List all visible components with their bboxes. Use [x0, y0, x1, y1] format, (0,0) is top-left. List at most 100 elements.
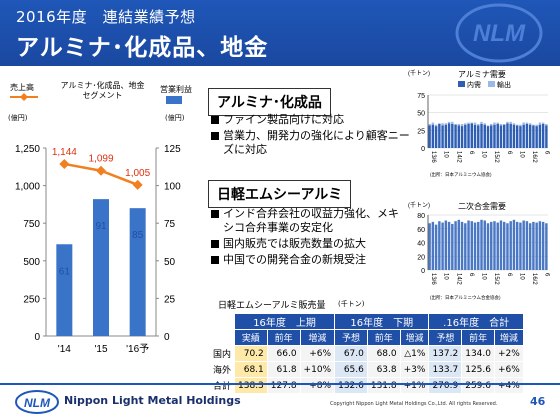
demand-bar [438, 123, 441, 124]
sales-volume-table: 16年度 上期 16年度 下期 .16年度 合計 実績 前年 増減 予想 前年 … [209, 313, 524, 394]
demand-bar [441, 222, 444, 270]
profit-data-label: 85 [132, 230, 144, 241]
alumina-section-heading: アルミナ･化成品 [208, 88, 331, 116]
table-cell: 134.0 [461, 345, 495, 362]
y-tick-label: 50 [417, 111, 425, 118]
demand-bar [522, 124, 525, 148]
demand-bar [493, 124, 496, 148]
demand-bar [519, 222, 522, 270]
left-tick-label: 250 [23, 294, 40, 305]
demand-bar [499, 123, 503, 126]
demand-bar [528, 123, 532, 125]
page-number: 46 [530, 395, 546, 408]
demand-bar [451, 121, 454, 124]
demand-bar [496, 122, 499, 124]
table-cell: 259.6 [461, 377, 495, 394]
segment-legend-label: アルミナ･化成品、地金 セグメント [60, 81, 145, 100]
x-tick-label: 14/2 [455, 273, 461, 285]
table-cell: 138.3 [234, 377, 268, 394]
demand-bar [512, 124, 516, 148]
x-tick-label: 6 [544, 151, 550, 155]
x-tick-label: 16/2 [531, 273, 537, 285]
demand-bar [541, 122, 545, 124]
sales-data-label: 1,005 [125, 168, 150, 179]
right-tick-label: 50 [164, 257, 176, 268]
demand-bar [538, 221, 542, 270]
demand-bar [519, 124, 522, 127]
demand-bar [486, 125, 490, 127]
demand-bar [515, 221, 519, 270]
left-axis-unit: (億円) [8, 114, 28, 122]
sales-point [132, 179, 143, 190]
table-cell: 67.0 [334, 345, 368, 362]
legend-swatch [458, 81, 465, 87]
demand-bar [477, 221, 480, 270]
demand-bar [509, 221, 512, 270]
nlm-bullets: インド合弁会社の収益力強化、メキシコ合弁事業の安定化 国内販売では販売数量の拡大… [210, 207, 408, 269]
x-tick-label: 15/2 [493, 273, 499, 285]
logo-watermark-icon: NLM [455, 3, 543, 63]
demand-bar [470, 221, 474, 270]
demand-bar [473, 122, 477, 125]
y-tick-label: 25 [417, 128, 425, 135]
x-tick-label: 6 [506, 151, 512, 155]
segment-chart: 売上高 (億円) アルミナ･化成品、地金 セグメント 営業利益 (億円) 0 0 2… [0, 70, 200, 370]
table-cell: +10% [299, 361, 336, 378]
category-label: '16予 [126, 343, 149, 355]
sales-legend-marker [10, 93, 38, 101]
demand-bar [431, 221, 435, 270]
demand-bar [428, 125, 431, 148]
sales-table-unit: (千トン) [338, 300, 365, 308]
demand-bar [515, 125, 519, 148]
demand-bar [486, 126, 490, 148]
demand-bar [470, 123, 474, 148]
demand-bar [502, 124, 506, 148]
column-header: 増減 [493, 329, 524, 346]
demand-bar [515, 124, 519, 126]
demand-bar [483, 124, 486, 148]
demand-bar [525, 123, 529, 148]
demand-bar [464, 123, 467, 125]
y-tick-label: 75 [417, 93, 425, 100]
category-label: '15 [94, 344, 107, 355]
demand-bar [506, 123, 509, 148]
demand-bar [480, 219, 483, 270]
category-label: '14 [58, 344, 71, 355]
demand-bar [490, 221, 493, 270]
demand-bar [451, 223, 454, 270]
demand-bar [428, 223, 431, 270]
demand-bar [522, 220, 525, 270]
demand-bar [457, 219, 461, 270]
demand-bar [522, 122, 525, 125]
table-cell: +4% [493, 377, 524, 394]
demand-bar [545, 123, 548, 126]
demand-bar [509, 123, 512, 148]
demand-bar [457, 125, 461, 148]
row-label: 海外 [209, 361, 236, 378]
demand-bar [496, 123, 499, 148]
demand-bar [457, 123, 461, 126]
demand-bar [486, 223, 490, 270]
demand-bar [434, 126, 438, 148]
demand-bar [464, 124, 467, 148]
demand-bar [438, 221, 441, 270]
demand-bar [512, 219, 516, 270]
svg-text:NLM: NLM [24, 396, 51, 410]
column-header: 前年 [461, 329, 495, 346]
page-subtitle: 2016年度 連結業績予想 [16, 8, 196, 26]
demand-bar [502, 123, 506, 125]
table-cell: 68.0 [366, 345, 401, 362]
table-cell: 131.8 [366, 377, 401, 394]
small-chart-source: (出所：日本アルミニウム協会) [430, 171, 492, 178]
right-axis-unit: (億円) [165, 114, 185, 122]
demand-bar [532, 124, 535, 126]
sales-data-label: 1,144 [52, 147, 77, 158]
x-tick-label: 6 [506, 273, 512, 277]
demand-bar [496, 222, 499, 270]
small-chart-unit: (千トン) [408, 201, 430, 209]
y-tick-label: 0 [421, 146, 425, 153]
footer: NLM Nippon Light Metal Holdings Copyrigh… [0, 383, 560, 420]
nlm-bullet-2: 国内販売では販売数量の拡大 [210, 237, 408, 251]
demand-bar [477, 123, 480, 126]
